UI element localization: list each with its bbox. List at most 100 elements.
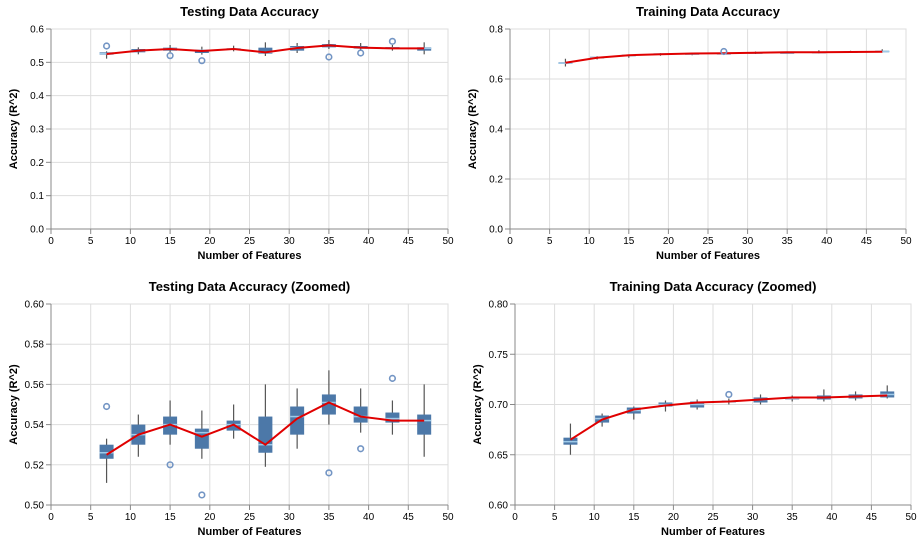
x-tick-label: 30: [742, 236, 754, 247]
x-tick-label: 40: [826, 512, 838, 523]
x-tick-label: 35: [323, 512, 335, 523]
y-tick-label: 0.58: [25, 340, 45, 351]
y-tick-label: 0.1: [30, 191, 44, 202]
chart-panel: 0 5 10 15 20 25 30 35 40 45 50 0.60 0.65 0.70 0.75 0.80…: [472, 279, 917, 538]
plot-marks: [99, 370, 432, 499]
x-tick-label: 50: [442, 236, 454, 247]
chart-panel: 0 5 10 15 20 25 30 35 40 45 50 0.0 0.2 0.4 0.6 0.8 Train…: [467, 4, 912, 262]
x-axis-title: Number of Features: [198, 250, 302, 262]
x-tick-label: 40: [363, 512, 375, 523]
y-tick-label: 0.8: [489, 25, 503, 36]
x-tick-label: 35: [787, 512, 799, 523]
outlier-point: [166, 52, 174, 60]
x-tick-label: 10: [589, 512, 601, 523]
plot-marks: [563, 385, 895, 455]
y-tick-label: 0.54: [25, 420, 45, 431]
box-body: [321, 394, 336, 415]
outlier-point: [325, 469, 333, 477]
x-tick-label: 15: [165, 512, 177, 523]
x-tick-label: 50: [900, 236, 912, 247]
y-tick-label: 0.6: [30, 25, 44, 36]
box-body: [417, 414, 432, 435]
chart-title: Training Data Accuracy (Zoomed): [610, 279, 817, 294]
box-body: [258, 416, 273, 453]
y-axis-title: Accuracy (R^2): [472, 364, 484, 445]
y-tick-label: 0.80: [489, 300, 509, 311]
x-tick-label: 20: [668, 512, 680, 523]
x-tick-label: 45: [403, 512, 415, 523]
x-tick-label: 35: [323, 236, 335, 247]
y-tick-label: 0.60: [489, 501, 509, 512]
x-tick-label: 25: [702, 236, 714, 247]
y-axis-title: Accuracy (R^2): [8, 88, 20, 169]
x-tick-label: 10: [125, 512, 137, 523]
outlier-point: [357, 49, 365, 57]
y-tick-label: 0.6: [489, 75, 503, 86]
box-body: [385, 412, 400, 423]
x-tick-label: 40: [363, 236, 375, 247]
x-tick-label: 35: [782, 236, 794, 247]
x-tick-label: 45: [403, 236, 415, 247]
x-tick-label: 0: [48, 236, 54, 247]
x-tick-label: 20: [204, 236, 216, 247]
x-tick-label: 25: [707, 512, 719, 523]
x-tick-label: 50: [905, 512, 917, 523]
mean-line: [106, 401, 425, 456]
y-tick-label: 0.4: [30, 91, 44, 102]
x-tick-label: 5: [552, 512, 558, 523]
x-tick-label: 25: [244, 512, 256, 523]
y-tick-label: 0.60: [25, 300, 45, 311]
y-tick-label: 0.2: [489, 175, 503, 186]
outlier-point: [198, 57, 206, 65]
x-tick-label: 10: [125, 236, 137, 247]
mean-line: [565, 50, 883, 64]
outlier-point: [357, 445, 365, 453]
outlier-point: [720, 47, 728, 56]
x-tick-label: 10: [584, 236, 596, 247]
mean-line: [569, 394, 888, 441]
box-body: [99, 444, 114, 459]
y-tick-label: 0.50: [25, 501, 45, 512]
x-tick-label: 50: [442, 512, 454, 523]
x-tick-label: 40: [821, 236, 833, 247]
x-tick-label: 15: [623, 236, 635, 247]
mean-line: [106, 44, 425, 55]
box-body: [353, 406, 368, 423]
box-body: [290, 406, 305, 435]
outlier-point: [166, 461, 174, 469]
chart-panel: 0 5 10 15 20 25 30 35 40 45 50 0.50 0.52 0.54 0.56 0.58…: [8, 279, 454, 538]
x-tick-label: 30: [747, 512, 759, 523]
outlier-point: [102, 402, 111, 411]
x-tick-label: 30: [284, 236, 296, 247]
chart-title: Training Data Accuracy: [636, 4, 781, 19]
x-tick-label: 45: [861, 236, 873, 247]
outlier-point: [325, 53, 333, 61]
outlier-point: [388, 374, 397, 382]
y-tick-label: 0.65: [489, 450, 509, 461]
outlier-point: [102, 42, 111, 50]
x-tick-label: 20: [204, 512, 216, 523]
x-tick-label: 5: [547, 236, 553, 247]
outlier-point: [725, 390, 733, 399]
x-tick-label: 0: [507, 236, 513, 247]
y-tick-label: 0.70: [489, 400, 509, 411]
y-axis-title: Accuracy (R^2): [467, 88, 479, 169]
x-tick-label: 5: [88, 512, 94, 523]
x-tick-label: 30: [284, 512, 296, 523]
box-body: [258, 47, 273, 54]
x-tick-label: 15: [628, 512, 640, 523]
x-tick-label: 20: [663, 236, 675, 247]
y-tick-label: 0.52: [25, 460, 45, 471]
y-tick-label: 0.75: [489, 350, 509, 361]
x-tick-label: 0: [512, 512, 518, 523]
x-tick-label: 15: [165, 236, 177, 247]
y-tick-label: 0.0: [30, 225, 44, 236]
y-tick-label: 0.56: [25, 380, 45, 391]
box-body: [194, 428, 209, 449]
plot-marks: [99, 37, 432, 65]
y-tick-label: 0.4: [489, 125, 503, 136]
y-axis-title: Accuracy (R^2): [8, 364, 20, 445]
y-tick-label: 0.3: [30, 125, 44, 136]
